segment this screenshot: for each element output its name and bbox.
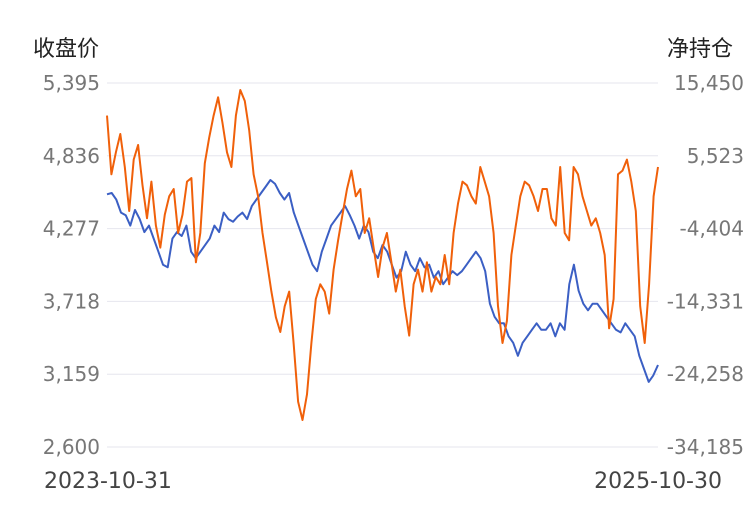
series-lines [106,89,659,421]
right-tick-label: -24,258 [667,362,744,386]
left-tick-label: 4,836 [43,144,100,168]
left-tick-label: 3,718 [43,289,100,313]
right-axis-ticks: 15,450 5,523 -4,404 -14,331 -24,258 -34,185 [667,71,744,459]
left-tick-label: 4,277 [43,217,100,241]
left-axis-title: 收盘价 [33,37,99,62]
x-tick-start: 2023-10-31 [44,469,172,494]
right-tick-label: -14,331 [667,289,744,313]
close-price-line [106,179,659,383]
right-tick-label: 15,450 [674,71,744,95]
left-tick-label: 3,159 [43,362,100,386]
right-axis-title: 净持仓 [667,37,733,62]
left-tick-label: 2,600 [43,435,100,459]
net-position-line [106,89,659,421]
right-tick-label: -4,404 [680,217,744,241]
left-tick-label: 5,395 [43,71,100,95]
gridlines [107,82,658,448]
right-tick-label: -34,185 [667,435,744,459]
left-axis-ticks: 5,395 4,836 4,277 3,718 3,159 2,600 [43,71,100,459]
x-tick-end: 2025-10-30 [594,469,722,494]
right-tick-label: 5,523 [687,144,744,168]
